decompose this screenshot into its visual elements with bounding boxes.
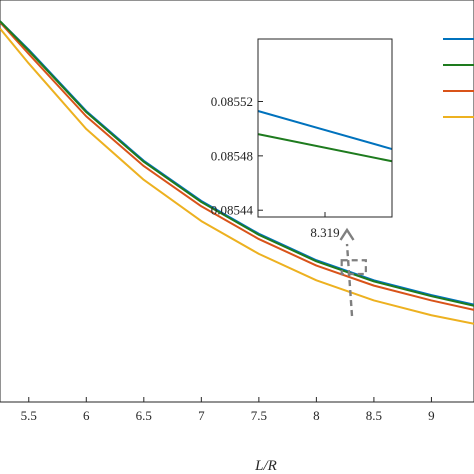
inset-y-tick-label: 0.08544 — [211, 203, 254, 218]
x-tick-label: 5.5 — [21, 408, 37, 423]
inset-x-ticks: 8.319 — [310, 212, 340, 240]
inset-series-line-2 — [257, 133, 393, 163]
zoom-arrow-shaft — [345, 243, 354, 317]
inset-y-ticks: 0.08544 0.08548 0.08552 — [211, 94, 263, 218]
inset-series-group — [257, 110, 393, 163]
x-tick-label: 6 — [83, 408, 90, 423]
inset-x-tick-label: 8.319 — [310, 225, 339, 240]
main-series-line-2 — [0, 20, 474, 307]
x-tick-label: 7.5 — [251, 408, 267, 423]
main-series-line-3 — [0, 21, 474, 311]
zoom-region-box — [340, 259, 367, 276]
inset-series-line-1 — [257, 110, 393, 151]
inset-y-tick-label: 0.08548 — [211, 148, 253, 163]
x-tick-label: 6.5 — [136, 408, 152, 423]
zoom-arrow-head — [339, 227, 355, 241]
x-tick-label: 8 — [313, 408, 320, 423]
x-tick-label: 9 — [428, 408, 435, 423]
legend — [443, 38, 474, 118]
x-tick-label: 7 — [198, 408, 205, 423]
inset-plot: 0.08544 0.08548 0.08552 8.319 — [211, 38, 393, 240]
main-x-ticks: 5.5 6 6.5 7 7.5 8 8.5 9 — [21, 397, 435, 423]
inset-y-tick-label: 0.08552 — [211, 94, 253, 109]
main-series-group — [0, 20, 474, 325]
main-axes-box — [0, 0, 474, 403]
x-tick-label: 8.5 — [366, 408, 382, 423]
x-axis-label: L/R — [254, 458, 277, 474]
inset-axes-background — [258, 39, 392, 217]
main-series-line-4 — [0, 27, 474, 325]
